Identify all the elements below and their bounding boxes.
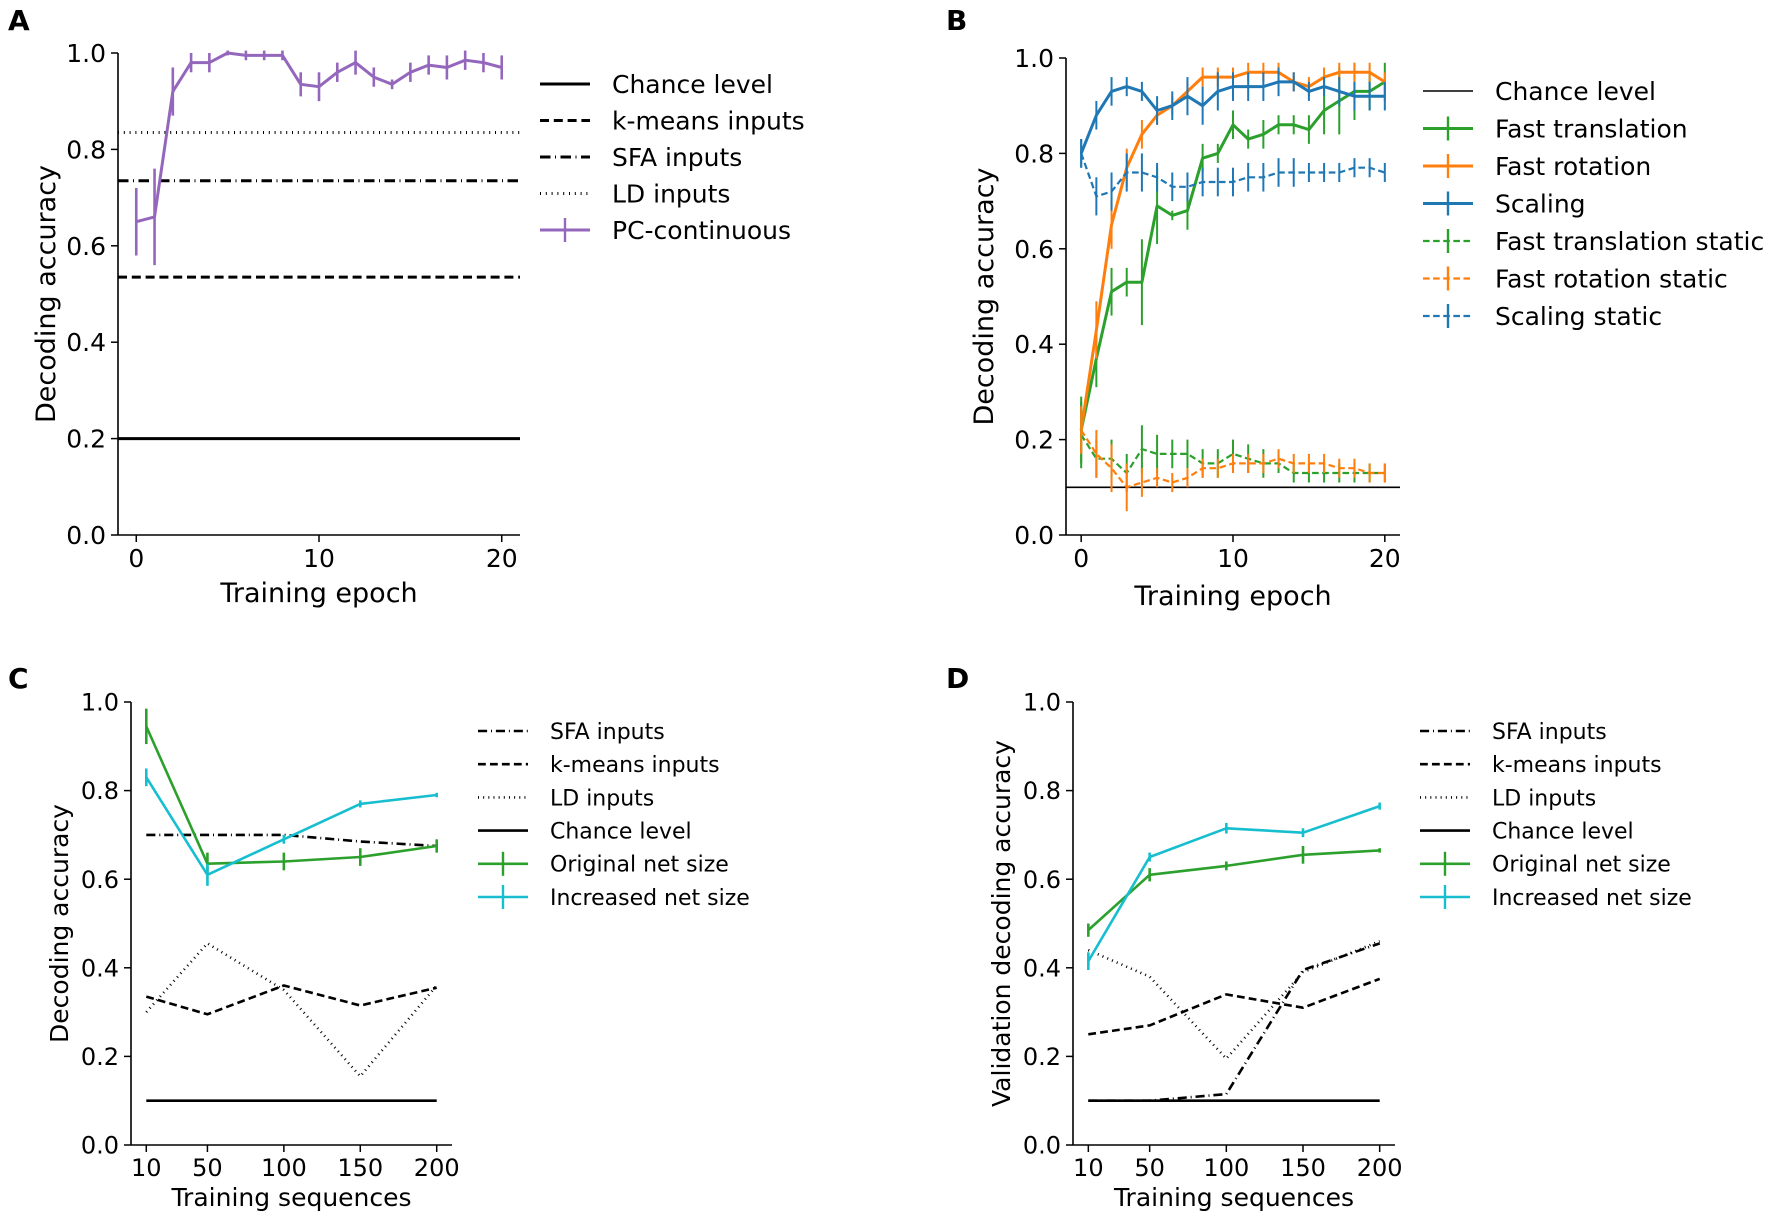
x-tick-label: 150 — [337, 1154, 383, 1182]
y-tick-label: 0.6 — [66, 232, 106, 261]
legend-label: LD inputs — [612, 180, 730, 209]
legend-label: Chance level — [550, 820, 692, 845]
series-line-sfa-inputs — [1088, 942, 1381, 1102]
series-line-fast-rotation-static — [1080, 429, 1385, 489]
x-tick-label: 10 — [131, 1154, 162, 1182]
legend-label: LD inputs — [1492, 786, 1596, 811]
y-tick-label: 0.2 — [1014, 426, 1054, 455]
legend-label: k-means inputs — [550, 753, 720, 778]
y-tick-label: 0.6 — [81, 866, 119, 894]
series-line-scaling-static — [1080, 153, 1386, 198]
x-tick-label: 150 — [1280, 1154, 1326, 1182]
legend-label: Fast translation — [1495, 115, 1688, 144]
legend-label: Fast translation static — [1495, 227, 1764, 256]
y-tick-label: 0.2 — [81, 1043, 119, 1071]
y-axis-label: Validation decoding accuracy — [987, 740, 1016, 1107]
y-tick-label: 0.8 — [66, 135, 106, 164]
x-tick-label: 100 — [261, 1154, 307, 1182]
panel-d-label: D — [946, 662, 969, 695]
y-tick-label: 0.6 — [1014, 235, 1054, 264]
panel-a-label: A — [8, 4, 30, 37]
y-axis-label: Decoding accuracy — [31, 165, 62, 423]
legend-label: SFA inputs — [550, 720, 665, 745]
series-line-ld-inputs — [1087, 939, 1381, 1060]
panel-d: D 0.0 0.2 0.4 0.6 0.8 1.0 10 50 100 150 200Trainin… — [946, 662, 1692, 1212]
series-line-scaling — [1079, 80, 1385, 154]
x-tick-label: 50 — [192, 1154, 223, 1182]
legend-label: Chance level — [612, 70, 773, 99]
legend-label: k-means inputs — [1492, 753, 1662, 778]
legend-label: Chance level — [1495, 77, 1656, 106]
y-axis-label: Decoding accuracy — [969, 167, 1000, 425]
y-tick-label: 0.0 — [1023, 1132, 1061, 1160]
y-tick-label: 1.0 — [81, 689, 119, 717]
legend-label: Scaling — [1495, 190, 1586, 219]
x-tick-label: 200 — [1357, 1154, 1403, 1182]
legend-label: PC-continuous — [612, 216, 791, 245]
legend-label: Chance level — [1492, 820, 1634, 845]
legend-label: Increased net size — [550, 886, 750, 911]
x-tick-label: 0 — [128, 544, 144, 573]
panel-b: B 0.0 0.2 0.4 0.6 0.8 1.0 0 10 20 Training epoch D… — [946, 4, 1764, 612]
series-line-original-net-size — [1087, 849, 1380, 932]
x-tick-label: 10 — [1073, 1154, 1104, 1182]
y-tick-label: 0.0 — [1014, 521, 1054, 550]
y-tick-label: 1.0 — [66, 39, 106, 68]
y-tick-label: 0.0 — [81, 1132, 119, 1160]
series-line-pc-continuous — [135, 51, 503, 224]
x-tick-label: 100 — [1203, 1154, 1249, 1182]
legend-label: k-means inputs — [612, 107, 805, 136]
series-line-fast-translation-static — [1080, 434, 1385, 475]
series-line-increased-net-size — [1087, 804, 1381, 962]
series-line-sfa-inputs — [146, 833, 437, 848]
series-line-original-net-size — [145, 725, 437, 866]
x-tick-label: 20 — [486, 544, 518, 573]
series-line-fast-translation — [1079, 80, 1386, 431]
y-tick-label: 0.6 — [1023, 866, 1061, 894]
x-axis-label: Training epoch — [219, 578, 417, 609]
legend-label: Fast rotation static — [1495, 265, 1728, 294]
legend-label: Increased net size — [1492, 886, 1692, 911]
legend-label: Original net size — [550, 853, 729, 878]
x-tick-label: 10 — [1217, 544, 1249, 573]
legend-label: Scaling static — [1495, 302, 1662, 331]
series-line-k-means-inputs — [1088, 977, 1381, 1036]
y-tick-label: 0.2 — [66, 425, 106, 454]
legend-label: Original net size — [1492, 853, 1671, 878]
panel-b-label: B — [946, 4, 967, 37]
y-tick-label: 0.4 — [1023, 954, 1061, 982]
y-tick-label: 0.8 — [1023, 777, 1061, 805]
y-tick-label: 0.0 — [66, 521, 106, 550]
y-tick-label: 0.8 — [81, 777, 119, 805]
x-axis-label: Training sequences — [1113, 1183, 1354, 1212]
x-tick-label: 20 — [1369, 544, 1401, 573]
y-tick-label: 1.0 — [1023, 689, 1061, 717]
series-line-ld-inputs — [145, 942, 438, 1078]
legend-label: SFA inputs — [1492, 720, 1607, 745]
x-tick-label: 10 — [303, 544, 335, 573]
x-tick-label: 50 — [1134, 1154, 1165, 1182]
y-tick-label: 0.4 — [66, 328, 106, 357]
y-tick-label: 0.8 — [1014, 139, 1054, 168]
legend-label: LD inputs — [550, 786, 654, 811]
x-tick-label: 200 — [414, 1154, 460, 1182]
x-axis-label: Training sequences — [170, 1183, 411, 1212]
x-tick-label: 0 — [1073, 544, 1089, 573]
y-axis-label: Decoding accuracy — [45, 804, 74, 1043]
panel-c: C 0.0 0.2 0.4 0.6 0.8 1.0 10 50 100 150 200Trainin… — [8, 662, 750, 1212]
y-tick-label: 0.2 — [1023, 1043, 1061, 1071]
y-tick-label: 0.4 — [1014, 330, 1054, 359]
panel-c-label: C — [8, 662, 29, 695]
legend-label: Fast rotation — [1495, 152, 1651, 181]
series-line-increased-net-size — [145, 776, 437, 877]
x-axis-label: Training epoch — [1133, 581, 1331, 612]
y-tick-label: 0.4 — [81, 954, 119, 982]
legend-label: SFA inputs — [612, 143, 742, 172]
series-line-k-means-inputs — [145, 984, 437, 1016]
y-tick-label: 1.0 — [1014, 44, 1054, 73]
panel-a: A 0.0 0.2 0.4 0.6 0.8 1.0 0 10 20 Training epoch D… — [8, 4, 805, 609]
